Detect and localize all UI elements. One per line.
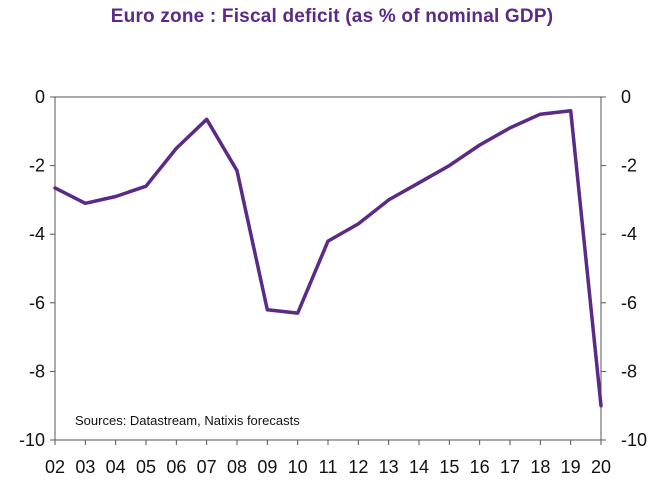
source-note: Sources: Datastream, Natixis forecasts [75, 413, 300, 428]
y-tick-label-left: -10 [19, 430, 45, 450]
plot-area [54, 96, 602, 441]
x-tick-label: 11 [319, 457, 338, 477]
x-tick-label: 13 [379, 457, 399, 477]
y-axis-left: 0 -2 -4 -6 -8 -10 [19, 87, 55, 450]
y-tick-label-left: -6 [29, 293, 45, 313]
x-tick-label: 03 [75, 457, 95, 477]
y-tick-label-right: -6 [621, 293, 637, 313]
y-tick-label-left: 0 [35, 87, 45, 107]
x-tick-label: 14 [409, 457, 429, 477]
x-tick-label: 06 [166, 457, 186, 477]
chart-title: Euro zone : Fiscal deficit (as % of nomi… [110, 6, 554, 27]
x-tick-label: 08 [227, 457, 247, 477]
y-tick-label-right: 0 [621, 87, 631, 107]
x-axis: 02 03 04 05 06 07 08 09 10 11 12 13 14 15 16 17 18 19 20 [45, 440, 611, 477]
x-tick-label: 12 [348, 457, 368, 477]
x-tick-label: 09 [257, 457, 277, 477]
x-tick-label: 04 [106, 457, 126, 477]
y-tick-label-right: -10 [621, 430, 647, 450]
x-tick-label: 07 [197, 457, 217, 477]
x-tick-label: 19 [561, 457, 581, 477]
y-tick-label-left: -8 [29, 361, 45, 381]
y-tick-label-left: -4 [29, 224, 45, 244]
x-tick-label: 15 [439, 457, 459, 477]
x-tick-label: 02 [45, 457, 65, 477]
y-tick-label-right: -4 [621, 224, 637, 244]
y-tick-label-right: -8 [621, 361, 637, 381]
y-axis-right: 0 -2 -4 -6 -8 -10 [601, 87, 647, 450]
x-tick-label: 16 [470, 457, 490, 477]
x-tick-label: 10 [288, 457, 308, 477]
x-tick-label: 18 [530, 457, 550, 477]
y-tick-label-left: -2 [29, 156, 45, 176]
x-tick-label: 20 [591, 457, 611, 477]
x-tick-label: 05 [136, 457, 156, 477]
x-tick-label: 17 [500, 457, 520, 477]
y-tick-label-right: -2 [621, 156, 637, 176]
fiscal-deficit-line [53, 108, 603, 408]
